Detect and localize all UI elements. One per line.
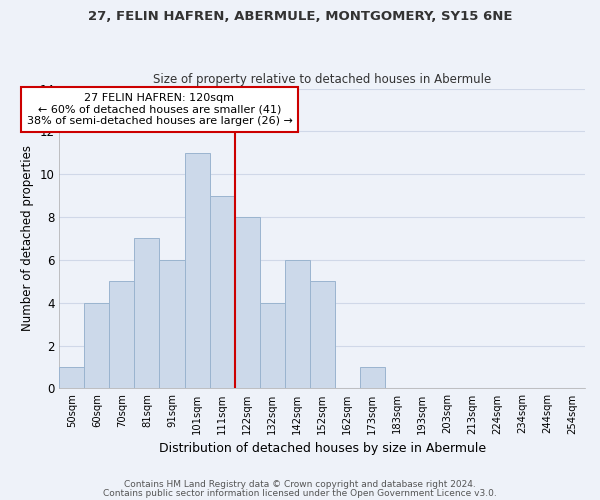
Text: 27 FELIN HAFREN: 120sqm
← 60% of detached houses are smaller (41)
38% of semi-de: 27 FELIN HAFREN: 120sqm ← 60% of detache… <box>26 93 292 126</box>
Bar <box>260 303 284 388</box>
Bar <box>85 303 109 388</box>
X-axis label: Distribution of detached houses by size in Abermule: Distribution of detached houses by size … <box>158 442 486 455</box>
Bar <box>310 282 335 389</box>
Bar <box>284 260 310 388</box>
Text: Contains public sector information licensed under the Open Government Licence v3: Contains public sector information licen… <box>103 489 497 498</box>
Bar <box>109 282 134 389</box>
Text: 27, FELIN HAFREN, ABERMULE, MONTGOMERY, SY15 6NE: 27, FELIN HAFREN, ABERMULE, MONTGOMERY, … <box>88 10 512 23</box>
Text: Contains HM Land Registry data © Crown copyright and database right 2024.: Contains HM Land Registry data © Crown c… <box>124 480 476 489</box>
Bar <box>185 153 209 388</box>
Title: Size of property relative to detached houses in Abermule: Size of property relative to detached ho… <box>153 73 491 86</box>
Bar <box>59 367 85 388</box>
Bar <box>360 367 385 388</box>
Bar <box>209 196 235 388</box>
Bar <box>160 260 185 388</box>
Bar <box>235 217 260 388</box>
Y-axis label: Number of detached properties: Number of detached properties <box>21 146 34 332</box>
Bar <box>134 238 160 388</box>
